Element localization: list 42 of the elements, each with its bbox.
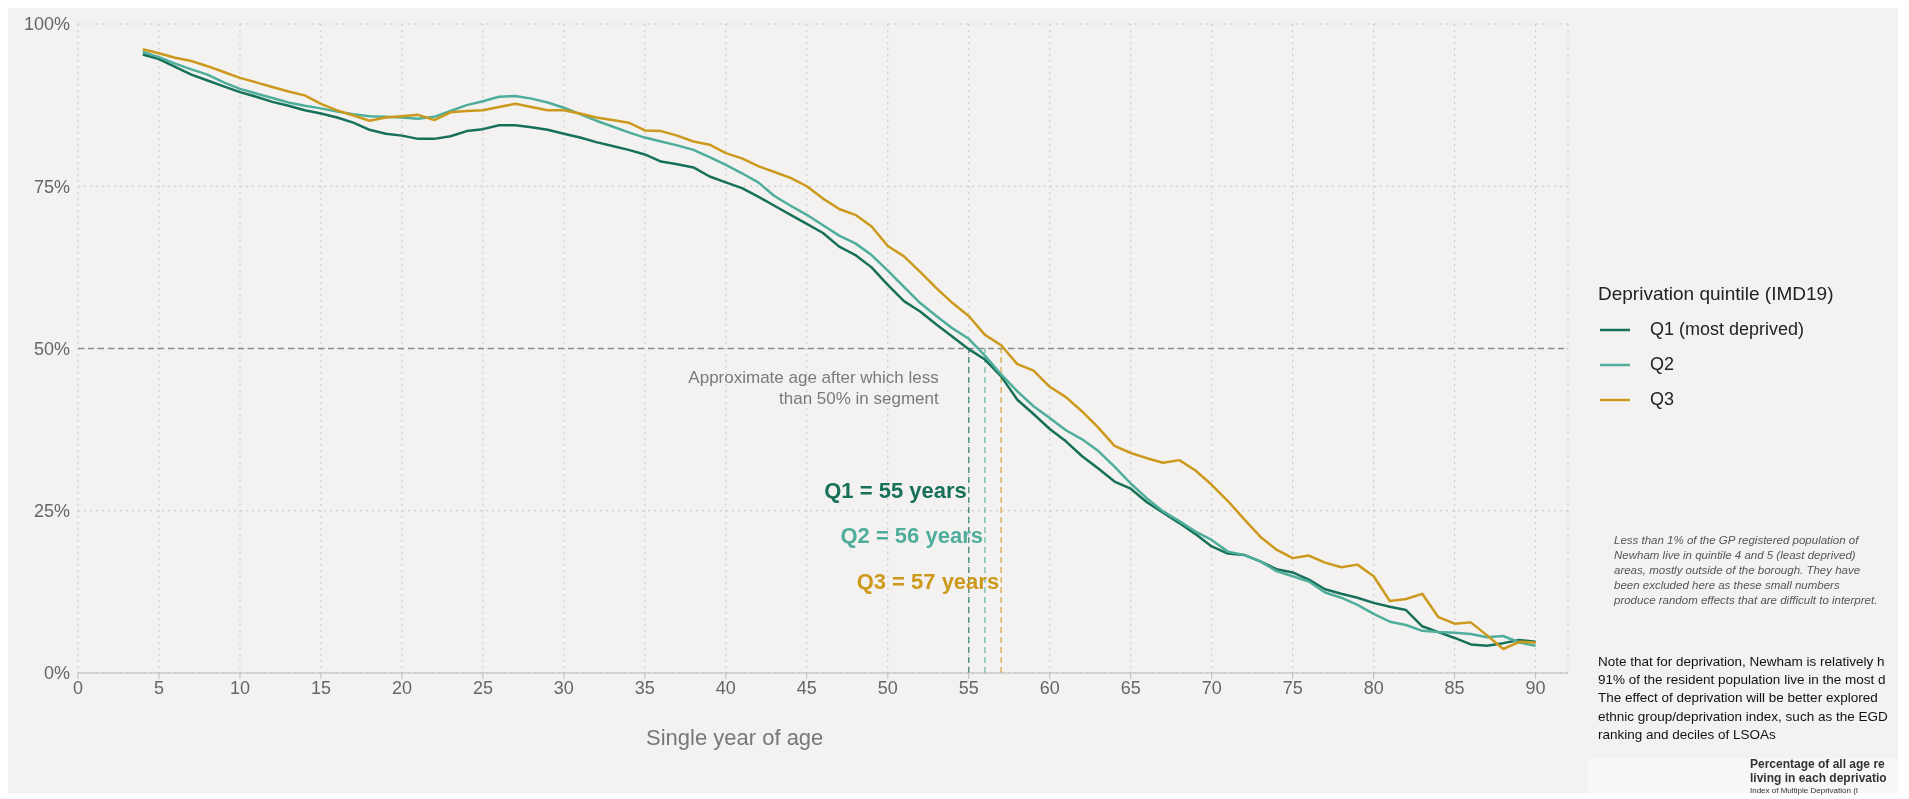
text: The effect of deprivation will be better explored — [1598, 689, 1879, 708]
text: ranking and deciles of LSOAs — [1598, 725, 1777, 744]
x-tick-label: 65 — [1120, 677, 1141, 698]
x-tick-label: 80 — [1363, 677, 1384, 698]
text: Index of Multiple Deprivation (I — [1750, 785, 1860, 795]
ref-line-label: Q2 = 56 years — [840, 523, 983, 549]
x-tick-label: 5 — [153, 677, 164, 698]
text: 91% of the resident population live in the most d — [1598, 671, 1887, 690]
x-tick-label: 45 — [796, 677, 817, 698]
y-tick-label: 50% — [33, 338, 70, 359]
x-tick-label: 35 — [634, 677, 655, 698]
text: Less than 1% of the GP registered population of Newham live in quintile 4 and 5 (least deprived) areas, mostly outside of the borough. They have been excluded here as these small numbers produce random effects that are difficult to interpret. — [1614, 533, 1879, 608]
text: Note that for deprivation, Newham is relatively h — [1598, 653, 1886, 671]
legend-label: Q2 — [1650, 354, 1675, 375]
y-tick-label: 0% — [43, 663, 70, 684]
legend-label: Q3 — [1650, 389, 1675, 410]
x-tick-label: 15 — [310, 677, 331, 698]
x-tick-label: 30 — [553, 677, 574, 698]
x-axis-title: Single year of age — [646, 725, 824, 750]
x-tick-label: 85 — [1444, 677, 1465, 698]
text: ethnic group/deprivation index, such as the EGD — [1598, 707, 1888, 726]
x-tick-label: 75 — [1282, 677, 1303, 698]
legend-title: Deprivation quintile (IMD19) — [1598, 283, 1835, 305]
x-tick-label: 25 — [472, 677, 493, 698]
x-tick-label: 60 — [1039, 677, 1060, 698]
ref-line-label: Q1 = 55 years — [824, 477, 967, 503]
y-tick-label: 100% — [23, 14, 70, 35]
x-tick-label: 90 — [1525, 677, 1546, 698]
ref-line-label: Q3 = 57 years — [856, 568, 1000, 594]
ref-line-label: Approximate age after which less than 50% in segment — [688, 367, 940, 408]
x-tick-label: 0 — [72, 677, 84, 698]
x-tick-label: 55 — [958, 677, 979, 698]
x-tick-label: 10 — [229, 677, 250, 698]
y-tick-label: 75% — [33, 176, 70, 197]
legend-label: Q1 (most deprived) — [1650, 319, 1805, 340]
text: living in each deprivatio — [1750, 770, 1888, 786]
x-tick-label: 40 — [715, 677, 736, 698]
x-tick-label: 50 — [877, 677, 898, 698]
y-tick-label: 25% — [33, 501, 70, 522]
text: Percentage of all age re — [1750, 757, 1886, 772]
x-tick-label: 20 — [391, 677, 412, 698]
x-tick-label: 70 — [1201, 677, 1222, 698]
